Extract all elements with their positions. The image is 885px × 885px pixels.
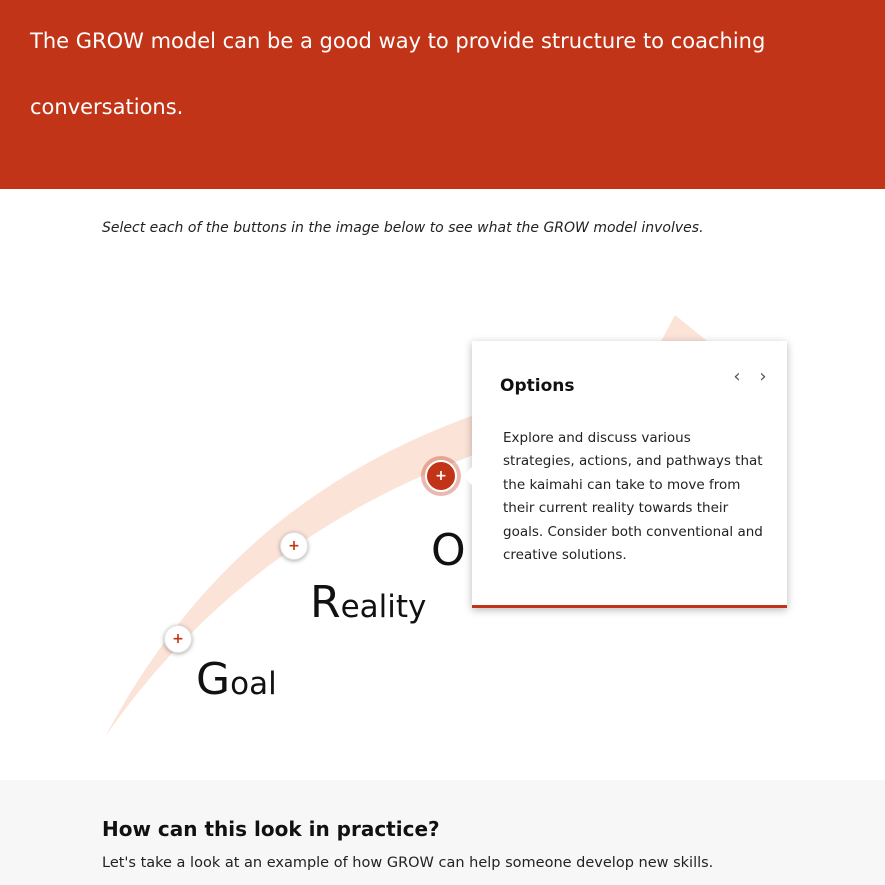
hotspot-goal-button[interactable]: +: [164, 625, 192, 653]
popup-body: Explore and discuss various strategies, …: [503, 430, 763, 564]
word-reality-rest: eality: [340, 589, 427, 625]
options-popup: Options ‹ › Explore and discuss various …: [463, 341, 787, 608]
word-options-initial: O: [431, 525, 466, 576]
banner-text: The GROW model can be a good way to prov…: [30, 29, 766, 119]
popup-pointer: [463, 467, 472, 485]
practice-section: How can this look in practice? Let's tak…: [0, 780, 885, 885]
previous-chevron-icon[interactable]: ‹: [733, 365, 741, 387]
practice-heading: How can this look in practice?: [102, 817, 440, 841]
popup-title: Options: [500, 376, 575, 396]
word-reality-initial: R: [310, 577, 341, 628]
plus-icon: +: [288, 538, 300, 554]
hotspot-reality-button[interactable]: +: [280, 532, 308, 560]
plus-icon: +: [435, 468, 447, 484]
word-options: O: [431, 529, 466, 573]
banner: The GROW model can be a good way to prov…: [0, 0, 885, 189]
next-chevron-icon[interactable]: ›: [759, 365, 767, 387]
plus-icon: +: [172, 631, 184, 647]
word-goal: Goal: [196, 658, 277, 702]
practice-text: Let's take a look at an example of how G…: [102, 855, 714, 871]
popup-nav: ‹ ›: [727, 365, 773, 387]
word-goal-initial: G: [196, 654, 231, 705]
word-reality: Reality: [310, 581, 426, 625]
word-goal-rest: oal: [230, 666, 277, 702]
instruction-text: Select each of the buttons in the image …: [102, 220, 704, 236]
hotspot-options-button[interactable]: +: [425, 460, 457, 492]
